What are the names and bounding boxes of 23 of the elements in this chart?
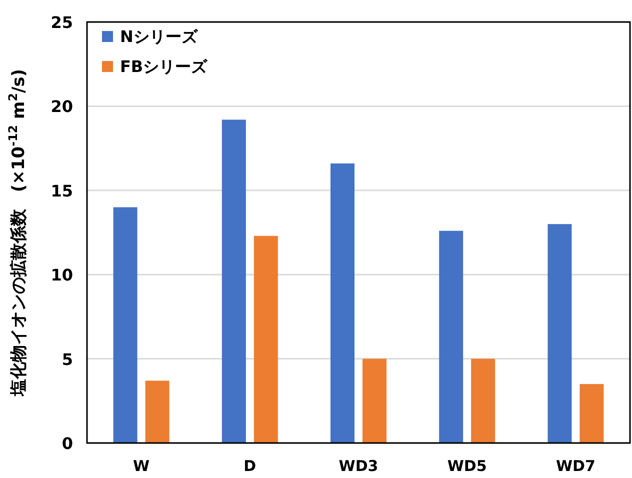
y-tick-label: 0 xyxy=(62,434,73,453)
x-tick-label: WD7 xyxy=(556,457,596,475)
y-tick-label: 5 xyxy=(62,350,73,369)
y-tick-label: 10 xyxy=(50,266,73,285)
x-tick-label: D xyxy=(244,457,256,475)
bar xyxy=(254,236,278,443)
x-tick-label: W xyxy=(133,457,150,475)
y-tick-label: 20 xyxy=(50,97,73,116)
x-tick-label: WD5 xyxy=(447,457,487,475)
y-tick-label: 25 xyxy=(50,13,73,32)
bar xyxy=(362,358,386,443)
x-tick-label: WD3 xyxy=(338,457,378,475)
bar xyxy=(113,207,138,443)
bar xyxy=(330,163,354,443)
legend-label: FBシリーズ xyxy=(120,57,208,76)
bar xyxy=(439,230,464,443)
bar xyxy=(145,380,170,443)
bar xyxy=(580,384,604,443)
legend-label: Nシリーズ xyxy=(120,27,198,46)
bar xyxy=(471,358,496,443)
y-tick-label: 15 xyxy=(50,181,73,200)
bar xyxy=(548,224,572,443)
bar xyxy=(222,120,246,443)
